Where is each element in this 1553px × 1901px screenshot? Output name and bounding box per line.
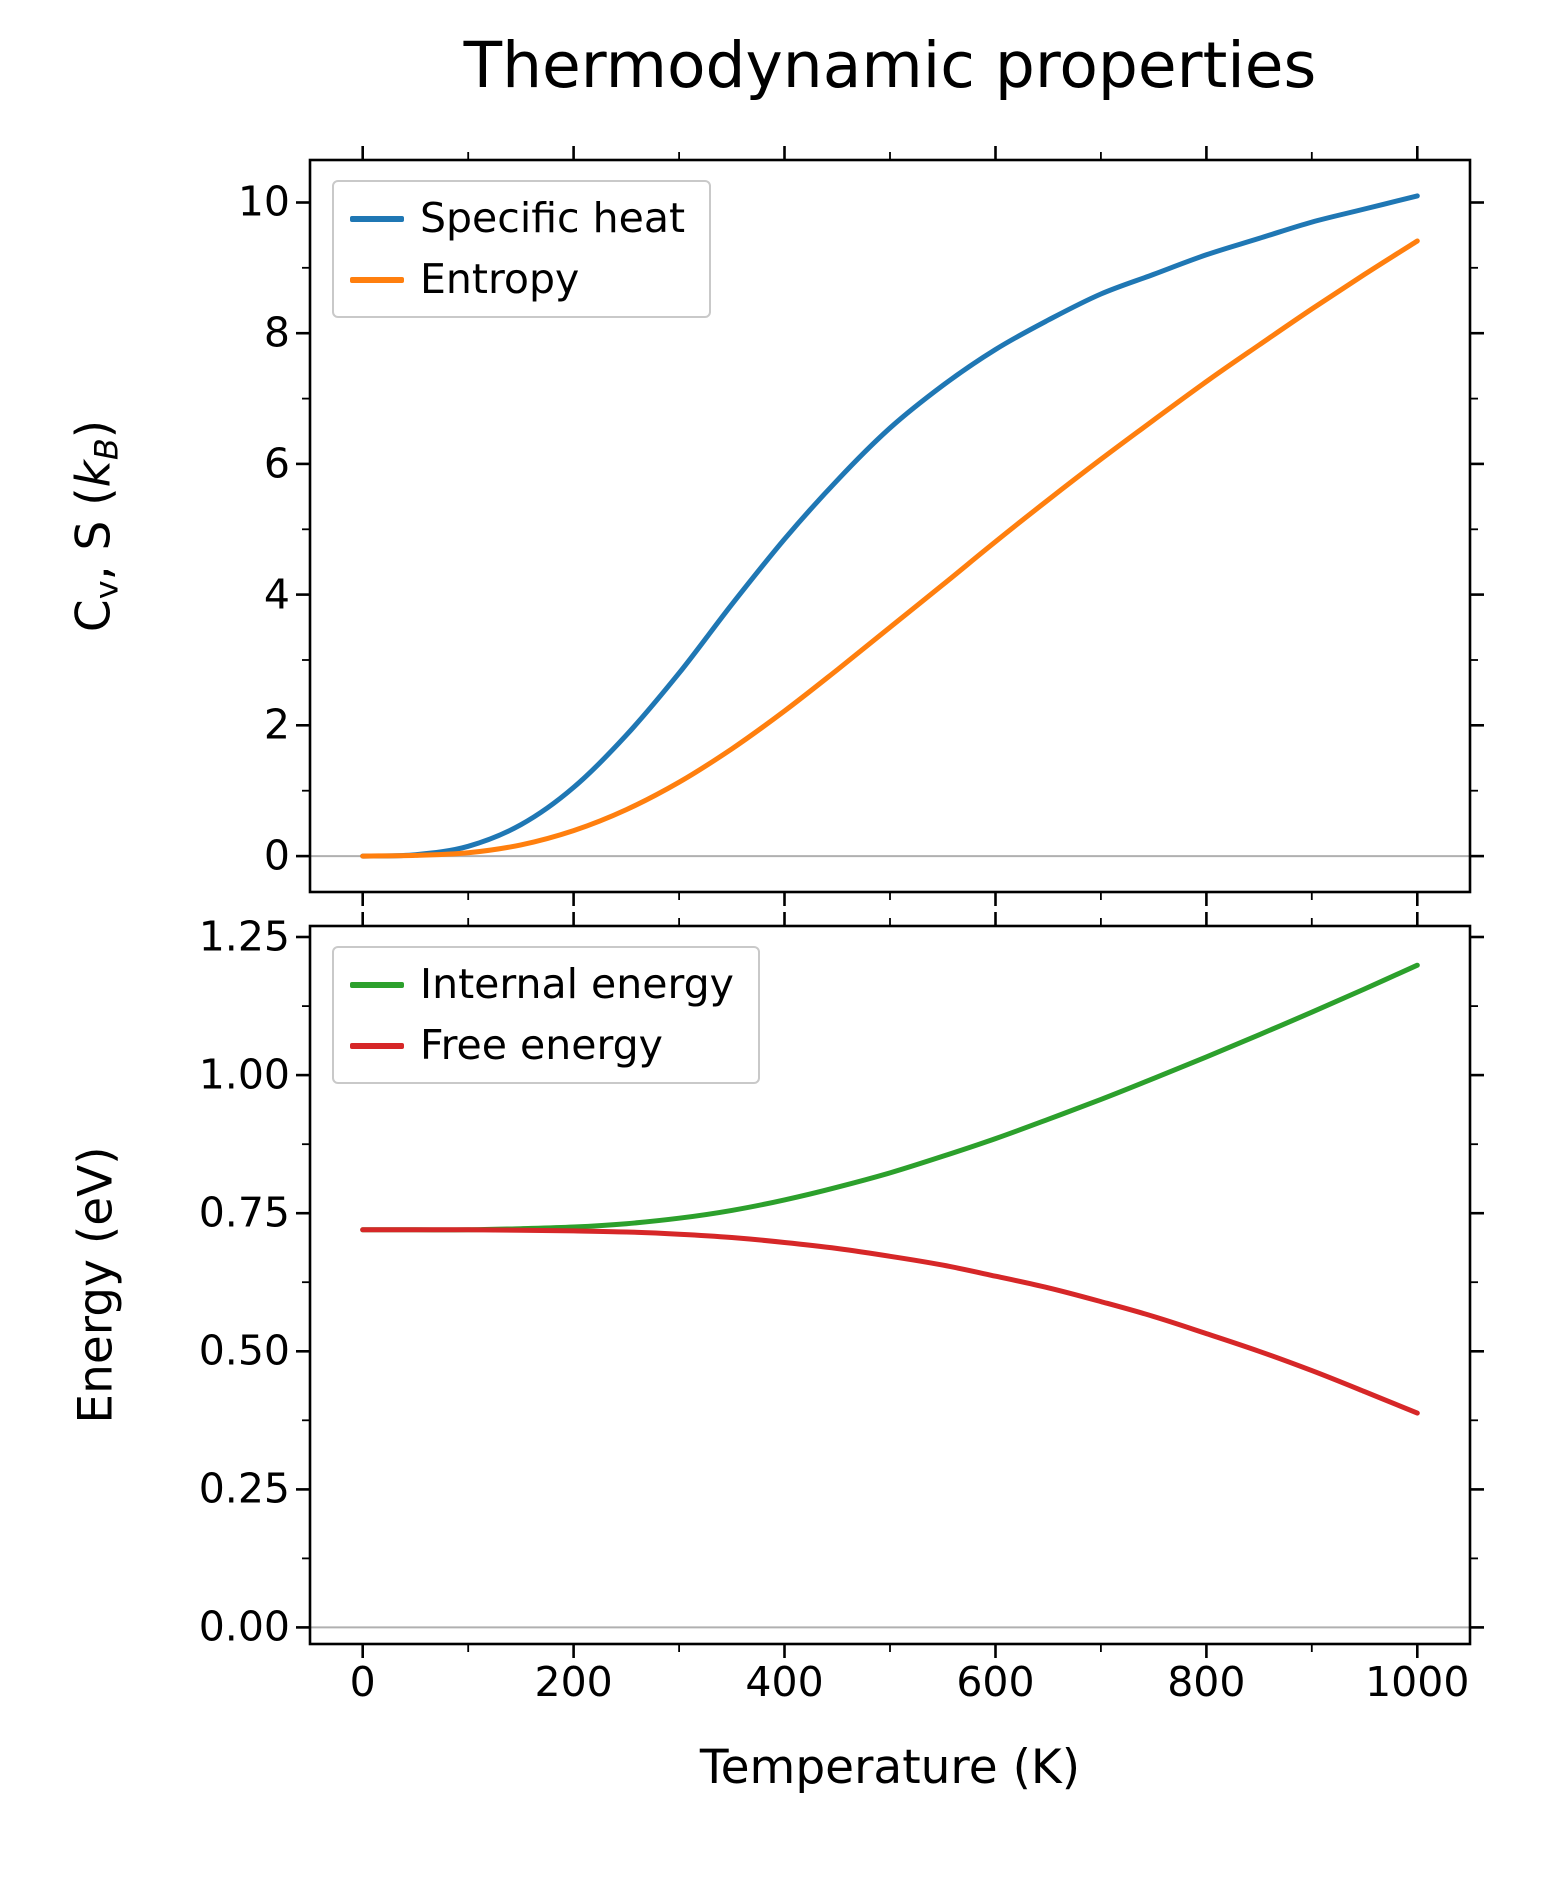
- y-axis-label-part: Energy (eV): [68, 1146, 124, 1424]
- legend-item: Free energy: [350, 1021, 734, 1070]
- legend-label: Internal energy: [420, 960, 734, 1008]
- x-tick-label: 1000: [1365, 1658, 1470, 1706]
- legend-item: Entropy: [350, 255, 685, 304]
- y-tick-label: 8: [263, 308, 290, 357]
- series-line-specific-heat: [360, 193, 1420, 859]
- y-axis-label-bottom: Energy (eV): [69, 1146, 124, 1423]
- y-axis-label-top: Cv, S (kB): [67, 420, 126, 632]
- y-tick-label: 4: [263, 570, 290, 619]
- legend-item: Internal energy: [350, 960, 734, 1009]
- y-tick-label: 6: [263, 439, 290, 488]
- x-tick-label: 800: [1167, 1658, 1246, 1706]
- legend-label: Free energy: [420, 1021, 663, 1070]
- legend-line-swatch: [350, 1042, 404, 1049]
- x-tick-label: 600: [956, 1658, 1035, 1706]
- x-tick-label: 400: [745, 1658, 824, 1706]
- figure-title: Thermodynamic properties: [463, 29, 1317, 102]
- y-tick-label: 10: [237, 177, 290, 226]
- series-line-entropy: [360, 238, 1420, 859]
- plot-canvas: [296, 912, 1484, 1658]
- y-tick-label: 0.25: [198, 1464, 290, 1513]
- legend-label: Specific heat: [420, 194, 686, 242]
- y-axis-label-part: k: [66, 460, 122, 488]
- y-tick-label: 0.00: [198, 1602, 290, 1651]
- y-tick-label: 1.00: [198, 1050, 290, 1099]
- plot-canvas: [296, 146, 1484, 906]
- y-axis-label-part: v: [87, 580, 126, 600]
- legend-label: Entropy: [420, 255, 580, 304]
- series-line-free-energy: [360, 1227, 1420, 1416]
- y-tick-label: 0.50: [198, 1326, 290, 1375]
- y-axis-label-part: , S (: [66, 487, 122, 581]
- y-tick-label: 1.25: [198, 912, 290, 961]
- y-tick-label: 0.75: [198, 1188, 290, 1237]
- legend: Specific heat Entropy: [332, 180, 712, 319]
- legend: Internal energy Free energy: [332, 946, 760, 1085]
- legend-line-swatch: [350, 981, 404, 988]
- y-tick-label: 2: [263, 700, 290, 749]
- legend-item: Specific heat: [350, 194, 685, 243]
- y-axis-label-part: C: [66, 599, 122, 633]
- axes-border: [308, 924, 1472, 1646]
- x-tick-label: 200: [534, 1658, 613, 1706]
- y-tick-label: 0: [263, 831, 290, 880]
- legend-line-swatch: [350, 215, 404, 222]
- y-axis-label-part: ): [66, 419, 122, 439]
- x-axis-label: Temperature (K): [699, 1740, 1081, 1795]
- x-tick-label: 0: [349, 1658, 376, 1706]
- y-axis-label-part: B: [87, 438, 126, 461]
- bottom-plot: 0 200 400 600 800 1000 0.00 0.25 0.50 0.75 1.00 1.2…: [199, 912, 1484, 1703]
- top-plot: 0 2 4 6 8 10 Specific heat Entropy: [238, 146, 1484, 906]
- legend-line-swatch: [350, 276, 404, 283]
- axes-border: [308, 158, 1472, 894]
